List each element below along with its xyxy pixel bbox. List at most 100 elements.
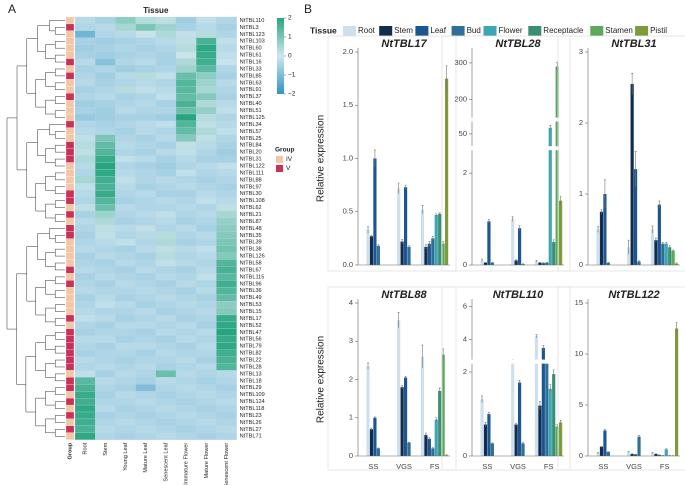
gene-label: NtTBL63 <box>240 80 262 86</box>
heatmap-cell <box>196 44 217 52</box>
heatmap-cell <box>115 100 136 108</box>
gene-label: NtTBL57 <box>240 129 262 135</box>
heatmap-cell <box>155 197 177 205</box>
heatmap-cell <box>74 134 96 142</box>
heatmap-cell <box>95 210 116 219</box>
heatmap-cell <box>196 127 217 135</box>
dendrogram-branch <box>54 373 65 382</box>
gene-label: NtTBL31 <box>240 157 262 163</box>
y-tick-label: 1.0 <box>343 153 353 162</box>
error-bar <box>559 195 562 206</box>
heatmap-cell <box>95 169 116 177</box>
bar <box>373 417 377 456</box>
error-bar <box>515 422 518 426</box>
heatmap-cell <box>216 106 237 115</box>
heatmap-cell <box>115 58 136 66</box>
heatmap-cell <box>74 217 96 226</box>
bar <box>661 243 665 265</box>
y-tick-label: 0 <box>579 451 583 460</box>
dendrogram-branch <box>54 172 65 181</box>
error-bar <box>445 65 448 92</box>
dendrogram-branch <box>45 390 56 406</box>
gene-label: NtTBL82 <box>240 351 262 357</box>
group-cell <box>65 106 75 115</box>
error-bar <box>559 420 562 425</box>
heatmap-cell <box>115 342 136 350</box>
dendrogram-branch <box>54 96 65 104</box>
heatmap-cell <box>135 106 156 115</box>
group-cell <box>65 113 75 122</box>
bar <box>559 200 563 265</box>
heatmap-cell <box>175 58 197 66</box>
heatmap-cell <box>135 349 156 357</box>
heatmap-cell <box>196 266 217 274</box>
y-tick-label: 4 <box>463 335 467 344</box>
error-bar <box>481 395 484 403</box>
gene-label: NtTBL53 <box>240 302 262 308</box>
legend-label: Receptacle <box>543 26 584 35</box>
heatmap-cell <box>115 294 136 302</box>
bar <box>606 451 610 456</box>
group-cell <box>65 252 75 260</box>
heatmap-cell <box>196 106 217 115</box>
heatmap-cell <box>74 404 96 413</box>
heatmap-cell <box>74 79 96 87</box>
heatmap-cell <box>155 162 177 170</box>
bar <box>427 438 431 456</box>
y-tick-label: 5 <box>579 400 583 409</box>
heatmap-cell <box>135 86 156 94</box>
error-bar <box>435 417 438 422</box>
bar <box>431 448 435 456</box>
heatmap-cell <box>135 231 156 239</box>
heatmap-cell <box>196 280 217 288</box>
bar <box>671 250 675 265</box>
heatmap-cell <box>115 273 136 281</box>
bar <box>427 243 431 265</box>
heatmap-cell <box>115 328 136 336</box>
heatmap-cell <box>115 155 136 163</box>
heatmap-cell <box>95 252 116 260</box>
dendrogram-branch <box>54 131 65 139</box>
heatmap-cell <box>175 342 197 350</box>
heatmap-cell <box>135 370 156 378</box>
heatmap-cell <box>216 183 237 191</box>
heatmap-cell <box>175 176 197 184</box>
chart-title: NtTBL17 <box>381 38 427 50</box>
dendrogram-branch <box>54 290 65 298</box>
heatmap-cell <box>155 183 177 191</box>
error-bar <box>522 442 525 445</box>
heatmap-cell <box>175 418 197 426</box>
error-bar <box>487 219 490 224</box>
heatmap-cell <box>196 197 217 205</box>
heatmap-cell <box>135 245 156 253</box>
heatmap-cell <box>74 273 96 281</box>
heatmap-cell <box>155 349 177 357</box>
heatmap-cell <box>115 363 136 371</box>
error-bar <box>404 376 407 379</box>
heatmap-cell <box>196 294 217 302</box>
gene-label: NtTBL37 <box>240 94 262 100</box>
y-tick-label: 2 <box>349 374 353 383</box>
bar <box>434 214 438 265</box>
dendrogram-branch <box>54 200 65 208</box>
gene-label: NtTBL16 <box>240 60 262 66</box>
heatmap-cell <box>216 224 237 232</box>
error-bar <box>549 124 552 131</box>
heatmap-cell <box>135 398 156 406</box>
heatmap-cell <box>196 328 217 336</box>
heatmap-cell <box>155 190 177 198</box>
heatmap-cell <box>135 259 156 267</box>
dendrogram-branch <box>54 332 65 340</box>
heatmap-cell <box>135 30 156 38</box>
heatmap-cell <box>196 391 217 399</box>
error-bar <box>665 241 668 246</box>
error-bar <box>672 249 675 252</box>
heatmap-cell <box>155 321 177 329</box>
heatmap-cell <box>95 384 116 392</box>
error-bar <box>607 261 610 264</box>
heatmap-cell <box>216 148 237 156</box>
error-bar <box>597 226 600 233</box>
heatmap-cell <box>74 377 96 385</box>
heatmap-cell <box>155 314 177 323</box>
heatmap-cell <box>95 51 116 59</box>
